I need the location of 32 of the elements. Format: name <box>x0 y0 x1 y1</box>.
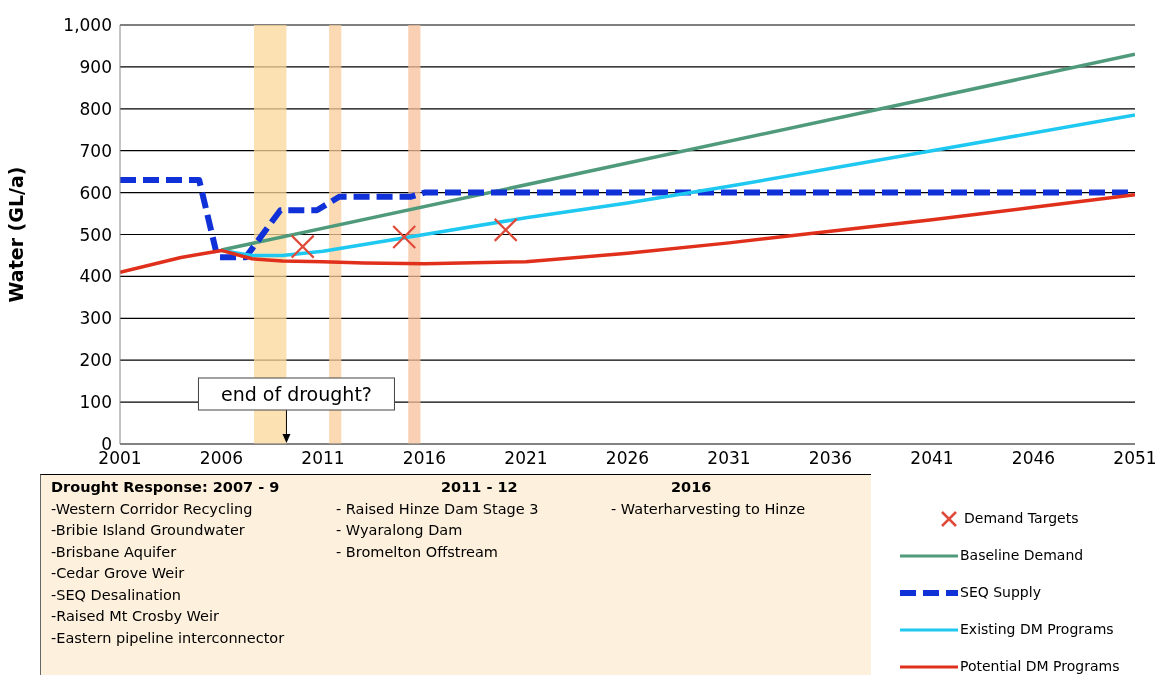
x-tick-label: 2051 <box>1113 448 1157 469</box>
x-tick-label: 2036 <box>808 448 853 469</box>
x-tick-label: 2046 <box>1011 448 1056 469</box>
y-tick-label: 300 <box>79 308 112 329</box>
point <box>392 224 417 250</box>
line-series <box>120 192 1135 274</box>
x-tick-label: 2016 <box>402 448 447 469</box>
x-tick-label: 2031 <box>707 448 751 469</box>
legend-label: SEQ Supply <box>960 583 1041 602</box>
y-tick-label: 700 <box>79 140 112 161</box>
x-tick-label: 2041 <box>910 448 954 469</box>
y-axis-title: Water (GL/a) <box>4 166 27 303</box>
point <box>493 217 518 242</box>
legend-label: Existing DM Programs <box>960 620 1114 639</box>
point <box>290 234 315 259</box>
y-tick-label: 1,000 <box>63 15 112 36</box>
y-tick-label: 600 <box>79 182 112 203</box>
legend-label: Demand Targets <box>964 509 1079 528</box>
annotation: end of drought? <box>220 383 372 405</box>
y-tick-label: 500 <box>79 224 112 245</box>
x-tick-label: 2011 <box>301 448 345 469</box>
x-tick-label: 2026 <box>605 448 650 469</box>
y-tick-label: 200 <box>79 350 112 371</box>
y-tick-label: 900 <box>79 56 112 77</box>
y-tick-label: 400 <box>79 266 112 287</box>
x-tick-label: 2021 <box>504 448 548 469</box>
y-tick-label: 800 <box>79 98 112 119</box>
x-tick-label: 2006 <box>199 448 244 469</box>
table-panel: Drought Response: 2007 - 9 -Western Corridor Recycling -Bribie Island Groundwater -Brisbane Aquifer -Cedar Grove Weir -SEQ Desalination -Raised Mt Crosby Weir -Eastern pipeline interconnector 2011 - 12 - Raised Hinze Dam Stage 3 - Wyaralong Dam - Bromelton Offstream 2016 - Waterharvesting to Hinze <box>40 474 871 675</box>
y-tick-label: 100 <box>79 392 112 413</box>
legend-label: Potential DM Programs <box>960 657 1120 676</box>
legend-label: Baseline Demand <box>960 546 1084 565</box>
